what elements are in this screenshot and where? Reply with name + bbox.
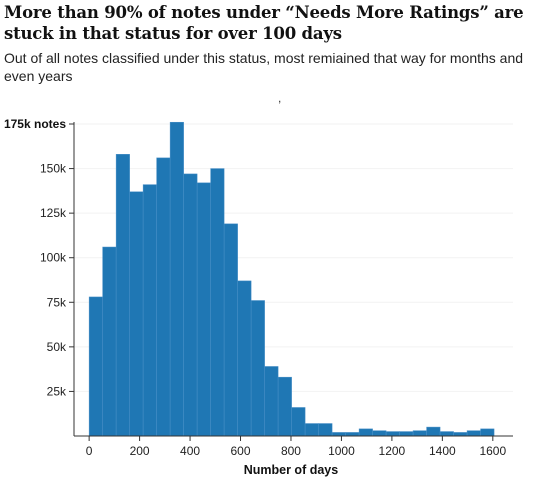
y-tick-label: 125k: [40, 206, 67, 220]
x-tick-label: 0: [86, 444, 93, 458]
chart-subtitle: Out of all notes classified under this s…: [4, 50, 524, 84]
histogram-bar: [480, 428, 495, 437]
histogram-bar: [466, 430, 481, 437]
x-tick-label: 1600: [479, 444, 506, 458]
histogram-bar: [169, 121, 184, 437]
histogram-bar: [237, 280, 252, 437]
y-tick-label: 150k: [40, 162, 67, 176]
histogram-bar: [264, 366, 279, 437]
histogram-bar: [304, 423, 319, 437]
stray-comma-mark: ,: [278, 91, 282, 105]
histogram-bar: [129, 191, 144, 437]
y-tick-label: 175k notes: [4, 117, 66, 131]
histogram-bar: [156, 157, 171, 437]
histogram-bar: [102, 246, 117, 437]
histogram-bar: [345, 432, 360, 437]
y-tick-label: 100k: [40, 251, 67, 265]
histogram-bar: [412, 430, 427, 437]
histogram-bar: [210, 168, 225, 437]
x-tick-label: 800: [281, 444, 301, 458]
histogram-bar: [358, 428, 373, 437]
histogram-bar: [399, 431, 414, 437]
histogram-bar: [426, 426, 441, 437]
x-tick-label: 1400: [429, 444, 456, 458]
x-tick-label: 200: [130, 444, 150, 458]
x-tick-label: 400: [180, 444, 200, 458]
histogram-bar: [183, 173, 198, 437]
x-tick-label: 1000: [328, 444, 355, 458]
x-axis: 0 200 400 600 800 1000 1200 1400 1600: [74, 435, 513, 458]
histogram-bar: [142, 184, 157, 437]
x-tick-label: 1200: [379, 444, 406, 458]
histogram-bar: [318, 423, 333, 437]
histogram-bar: [223, 223, 238, 437]
histogram-bar: [115, 154, 130, 437]
histogram-bar: [439, 431, 454, 437]
x-tick-label: 600: [231, 444, 251, 458]
y-tick-label: 25k: [47, 384, 67, 398]
histogram-bar: [250, 300, 265, 437]
histogram-bar: [291, 407, 306, 437]
y-tick-label: 75k: [47, 295, 67, 309]
chart-title: More than 90% of notes under “Needs More…: [4, 3, 524, 43]
x-axis-title: Number of days: [244, 463, 339, 477]
histogram-bar: [88, 296, 103, 437]
y-tick-label: 50k: [47, 340, 67, 354]
histogram-bar: [385, 431, 400, 437]
histogram-bar: [277, 376, 292, 437]
histogram-bar: [331, 432, 346, 437]
histogram-bars: [88, 121, 495, 437]
histogram-bar: [196, 182, 211, 437]
histogram-bar: [372, 430, 387, 437]
histogram-bar: [453, 432, 468, 437]
y-axis: 25k 50k 75k 100k 125k 150k 175k notes: [4, 117, 75, 436]
